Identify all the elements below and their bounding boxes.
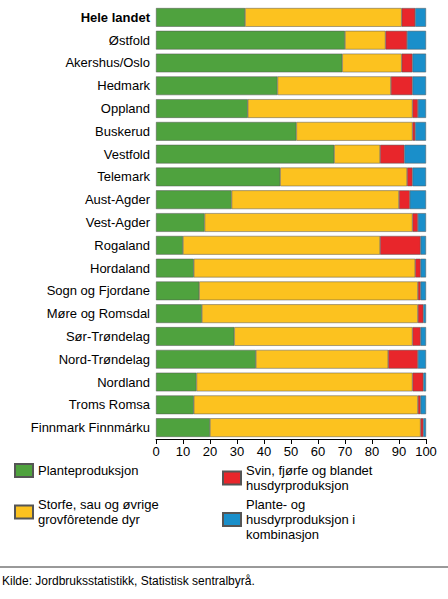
svg-text:100: 100 bbox=[415, 444, 437, 459]
svg-text:Rogaland: Rogaland bbox=[94, 238, 150, 253]
svg-text:Hele landet: Hele landet bbox=[81, 10, 151, 25]
svg-text:Nord-Trøndelag: Nord-Trøndelag bbox=[59, 352, 150, 367]
svg-text:husdyrproduksjon: husdyrproduksjon bbox=[246, 478, 349, 493]
svg-text:10: 10 bbox=[176, 444, 190, 459]
svg-text:Finnmark Finnmárku: Finnmark Finnmárku bbox=[31, 420, 150, 435]
svg-text:Kilde: Jordbruksstatistikk, St: Kilde: Jordbruksstatistikk, Statistisk s… bbox=[2, 574, 255, 588]
svg-text:Østfold: Østfold bbox=[109, 33, 150, 48]
svg-text:Sogn og Fjordane: Sogn og Fjordane bbox=[47, 283, 150, 298]
svg-text:Buskerud: Buskerud bbox=[95, 124, 150, 139]
svg-text:Vestfold: Vestfold bbox=[104, 147, 150, 162]
svg-text:Hordaland: Hordaland bbox=[90, 261, 150, 276]
svg-text:husdyrproduksjon i: husdyrproduksjon i bbox=[246, 512, 359, 527]
svg-text:Planteproduksjon: Planteproduksjon bbox=[38, 463, 138, 478]
svg-text:Plante- og: Plante- og bbox=[246, 497, 309, 512]
svg-text:70: 70 bbox=[338, 444, 352, 459]
svg-text:Telemark: Telemark bbox=[97, 169, 150, 184]
svg-text:Sør-Trøndelag: Sør-Trøndelag bbox=[66, 329, 150, 344]
svg-text:kombinasjon: kombinasjon bbox=[246, 527, 319, 542]
svg-text:20: 20 bbox=[203, 444, 217, 459]
svg-text:50: 50 bbox=[284, 444, 298, 459]
svg-text:60: 60 bbox=[311, 444, 325, 459]
svg-text:Akershus/Oslo: Akershus/Oslo bbox=[65, 55, 150, 70]
svg-text:Troms Romsa: Troms Romsa bbox=[69, 397, 151, 412]
svg-text:grovfôretende dyr: grovfôretende dyr bbox=[38, 512, 141, 527]
svg-text:Vest-Agder: Vest-Agder bbox=[86, 215, 151, 230]
svg-text:Nordland: Nordland bbox=[97, 375, 150, 390]
svg-text:Svin, fjørfe og blandet: Svin, fjørfe og blandet bbox=[246, 463, 376, 478]
svg-text:40: 40 bbox=[257, 444, 271, 459]
svg-text:30: 30 bbox=[230, 444, 244, 459]
svg-text:0: 0 bbox=[152, 444, 159, 459]
svg-text:Aust-Agder: Aust-Agder bbox=[85, 192, 151, 207]
svg-text:90: 90 bbox=[392, 444, 406, 459]
svg-text:Møre og Romsdal: Møre og Romsdal bbox=[47, 306, 150, 321]
svg-text:80: 80 bbox=[365, 444, 379, 459]
svg-text:Hedmark: Hedmark bbox=[97, 78, 150, 93]
svg-text:Oppland: Oppland bbox=[101, 101, 150, 116]
svg-text:Storfe, sau og øvrige: Storfe, sau og øvrige bbox=[38, 497, 162, 512]
